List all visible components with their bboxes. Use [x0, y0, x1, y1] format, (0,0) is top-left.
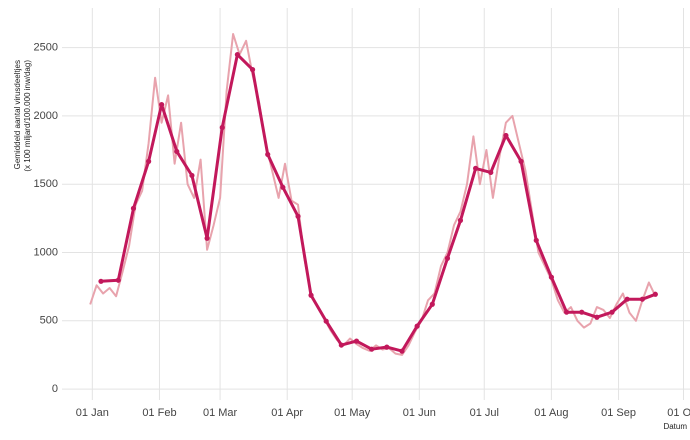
x-axis-title: Datum [663, 422, 687, 431]
point [563, 309, 570, 315]
point [579, 309, 585, 315]
point [204, 235, 210, 241]
point [488, 169, 494, 176]
x-tick-label: 01 Mar [203, 407, 238, 419]
y-axis-title: (x 100 miljard/100.000 inw/dag) [23, 60, 32, 172]
point [533, 237, 539, 243]
point [308, 292, 314, 298]
x-tick-label: 01 Oct [667, 407, 690, 419]
point [473, 165, 479, 171]
y-tick-label: 1500 [34, 178, 58, 190]
y-axis-title: Gemiddeld aantal virusdeeltjes [13, 60, 22, 169]
point [594, 314, 600, 320]
x-tick-label: 01 Feb [142, 407, 176, 419]
y-tick-label: 1000 [34, 246, 58, 258]
point [234, 51, 241, 58]
line [100, 53, 656, 353]
point [414, 323, 420, 329]
y-tick-label: 2000 [34, 110, 58, 122]
point [353, 338, 360, 344]
y-tick-label: 500 [40, 315, 58, 327]
point [130, 205, 137, 211]
point [189, 172, 195, 179]
point [280, 184, 286, 190]
point [146, 158, 152, 164]
point [457, 217, 464, 223]
x-tick-label: 01 Jul [470, 407, 499, 419]
point [399, 348, 405, 354]
y-tick-label: 2500 [34, 42, 58, 54]
point [159, 101, 165, 108]
point [369, 346, 375, 352]
point [609, 309, 615, 315]
point [384, 344, 390, 350]
point [338, 342, 344, 348]
x-tick-label: 01 Sep [601, 407, 636, 419]
point [323, 318, 329, 324]
point [98, 278, 104, 284]
x-tick-label: 01 Apr [271, 407, 303, 419]
x-tick-label: 01 May [334, 407, 371, 419]
point [548, 274, 555, 280]
x-tick-label: 01 Aug [534, 407, 568, 419]
point [429, 301, 435, 307]
point [174, 148, 180, 155]
point [219, 124, 225, 131]
point [295, 213, 301, 219]
point [503, 132, 509, 139]
y-tick-label: 0 [52, 383, 58, 395]
x-tick-label: 01 Jan [76, 407, 109, 419]
point [265, 151, 271, 158]
point [639, 296, 645, 302]
point [624, 296, 630, 302]
line [89, 33, 657, 356]
point [652, 291, 658, 297]
point [249, 67, 256, 73]
point [115, 277, 121, 283]
x-tick-label: 01 Jun [403, 407, 436, 419]
point [518, 158, 524, 164]
point [444, 255, 451, 261]
